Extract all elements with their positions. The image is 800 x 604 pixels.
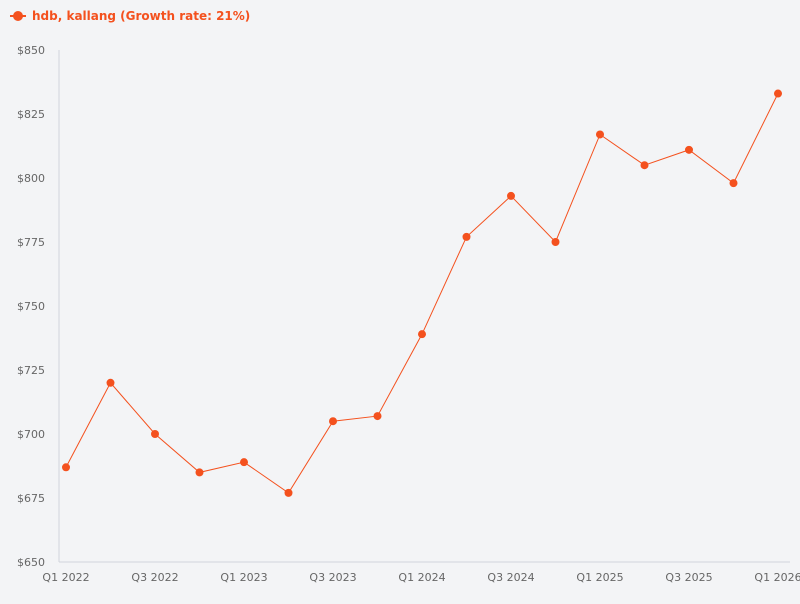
data-point[interactable] <box>284 488 293 497</box>
legend[interactable]: hdb, kallang (Growth rate: 21%) <box>10 9 250 23</box>
y-tick-label: $750 <box>17 300 45 313</box>
data-point[interactable] <box>685 145 693 154</box>
data-point[interactable] <box>507 191 515 200</box>
x-tick-label: Q1 2024 <box>398 571 445 584</box>
data-point[interactable] <box>373 412 382 421</box>
y-axis-ticks: $650 $675 $700 $725 $750 $775 $800 $825 $850 <box>17 44 45 569</box>
legend-marker-icon <box>10 9 26 23</box>
y-tick-label: $650 <box>17 556 45 569</box>
y-tick-label: $850 <box>17 44 45 57</box>
y-tick-label: $825 <box>17 108 45 121</box>
series-group <box>62 89 782 497</box>
data-point[interactable] <box>106 378 115 387</box>
data-point[interactable] <box>240 458 248 467</box>
x-tick-label: Q1 2022 <box>42 571 89 584</box>
data-point[interactable] <box>418 330 426 339</box>
data-point[interactable] <box>774 89 782 98</box>
data-point[interactable] <box>729 179 738 188</box>
y-tick-label: $725 <box>17 364 45 377</box>
data-point[interactable] <box>329 417 337 426</box>
y-tick-label: $675 <box>17 492 45 505</box>
data-point[interactable] <box>151 430 159 438</box>
x-tick-label: Q1 2023 <box>220 571 267 584</box>
x-tick-label: Q1 2025 <box>576 571 623 584</box>
y-tick-label: $800 <box>17 172 45 185</box>
x-tick-label: Q3 2022 <box>131 571 178 584</box>
legend-label: hdb, kallang (Growth rate: 21%) <box>32 9 251 23</box>
y-tick-label: $775 <box>17 236 45 249</box>
x-axis-ticks: Q1 2022 Q3 2022 Q1 2023 Q3 2023 Q1 2024 Q3 20… <box>42 571 800 584</box>
series-line <box>65 93 779 494</box>
x-tick-label: Q3 2025 <box>665 571 712 584</box>
data-point[interactable] <box>195 468 204 477</box>
data-point[interactable] <box>551 238 560 246</box>
data-point[interactable] <box>62 463 70 472</box>
x-tick-label: Q3 2023 <box>309 571 356 584</box>
y-tick-label: $700 <box>17 428 45 441</box>
data-point[interactable] <box>462 232 471 241</box>
x-tick-label: Q3 2024 <box>487 571 534 584</box>
data-point[interactable] <box>596 130 604 139</box>
data-point[interactable] <box>640 161 649 170</box>
x-tick-label: Q1 2026 <box>754 571 800 584</box>
